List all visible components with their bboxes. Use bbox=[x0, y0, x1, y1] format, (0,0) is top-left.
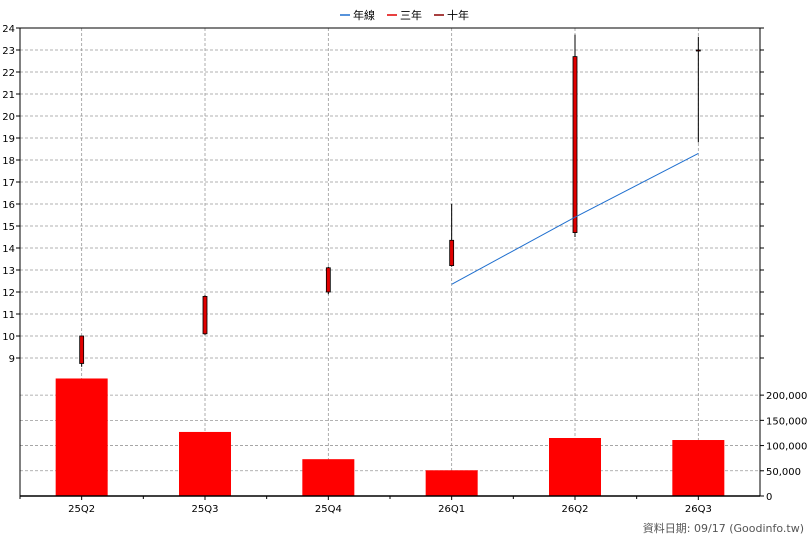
price-tick-label: 14 bbox=[2, 244, 15, 255]
volume-bar-26Q2 bbox=[549, 438, 601, 496]
x-tick-label-26Q2: 26Q2 bbox=[562, 504, 589, 515]
x-tick-label-26Q3: 26Q3 bbox=[685, 504, 712, 515]
price-tick-label: 19 bbox=[2, 134, 15, 145]
x-tick-label-25Q3: 25Q3 bbox=[192, 504, 219, 515]
candle-body-26Q3 bbox=[695, 49, 701, 52]
x-tick-label-25Q4: 25Q4 bbox=[315, 504, 342, 515]
price-tick-label: 10 bbox=[2, 332, 15, 343]
price-tick-label: 12 bbox=[2, 288, 15, 299]
price-tick-label: 18 bbox=[2, 156, 15, 167]
volume-bar-25Q2 bbox=[55, 378, 108, 496]
x-tick-label-25Q2: 25Q2 bbox=[68, 504, 95, 515]
candle-body-25Q2 bbox=[79, 335, 85, 364]
candlesticks bbox=[79, 34, 701, 367]
x-tick-label-26Q1: 26Q1 bbox=[438, 504, 465, 515]
candle-body-26Q2 bbox=[572, 56, 578, 233]
volume-bar-26Q3 bbox=[672, 440, 725, 496]
year-line-path bbox=[451, 152, 699, 285]
volume-tick-label: 200,000 bbox=[766, 391, 807, 402]
volume-tick-label: 0 bbox=[766, 492, 772, 503]
volume-axis-ticks: 0 50,000 100,000 150,000 200,000 bbox=[760, 391, 807, 503]
x-axis-ticks: 25Q2 25Q3 25Q4 26Q1 26Q2 26Q3 bbox=[19, 496, 712, 515]
price-tick-label: 22 bbox=[2, 68, 15, 79]
source-note: 資料日期: 09/17 (Goodinfo.tw) bbox=[643, 521, 804, 535]
price-tick-label: 9 bbox=[9, 354, 15, 365]
price-tick-label: 17 bbox=[2, 178, 15, 189]
volume-bars bbox=[55, 378, 725, 496]
volume-grid bbox=[20, 394, 760, 472]
candle-body-25Q4 bbox=[325, 267, 331, 293]
volume-tick-label: 150,000 bbox=[766, 416, 807, 427]
price-tick-label: 13 bbox=[2, 266, 15, 277]
price-axis-ticks: 9 10 11 12 13 14 15 16 17 18 19 20 21 22 23 24 bbox=[2, 24, 764, 365]
legend-label-1: 三年 bbox=[400, 8, 422, 22]
price-tick-label: 24 bbox=[2, 24, 15, 35]
volume-bar-25Q4 bbox=[302, 459, 355, 496]
legend: 年線 三年 十年 bbox=[340, 8, 469, 22]
volume-bar-26Q1 bbox=[425, 470, 478, 496]
volume-tick-label: 100,000 bbox=[766, 442, 807, 453]
price-grid bbox=[20, 27, 760, 496]
price-tick-label: 15 bbox=[2, 222, 15, 233]
price-tick-label: 21 bbox=[2, 90, 15, 101]
legend-label-0: 年線 bbox=[353, 8, 375, 22]
volume-bar-25Q3 bbox=[179, 431, 231, 496]
volume-tick-label: 50,000 bbox=[766, 467, 801, 478]
price-tick-label: 16 bbox=[2, 200, 15, 211]
axes bbox=[19, 27, 761, 497]
year-line bbox=[451, 152, 699, 285]
price-tick-label: 20 bbox=[2, 112, 15, 123]
price-tick-label: 11 bbox=[2, 310, 15, 321]
candle-body-26Q1 bbox=[449, 239, 455, 267]
legend-label-2: 十年 bbox=[447, 8, 469, 22]
price-tick-label: 23 bbox=[2, 46, 15, 57]
candle-body-25Q3 bbox=[202, 295, 208, 335]
